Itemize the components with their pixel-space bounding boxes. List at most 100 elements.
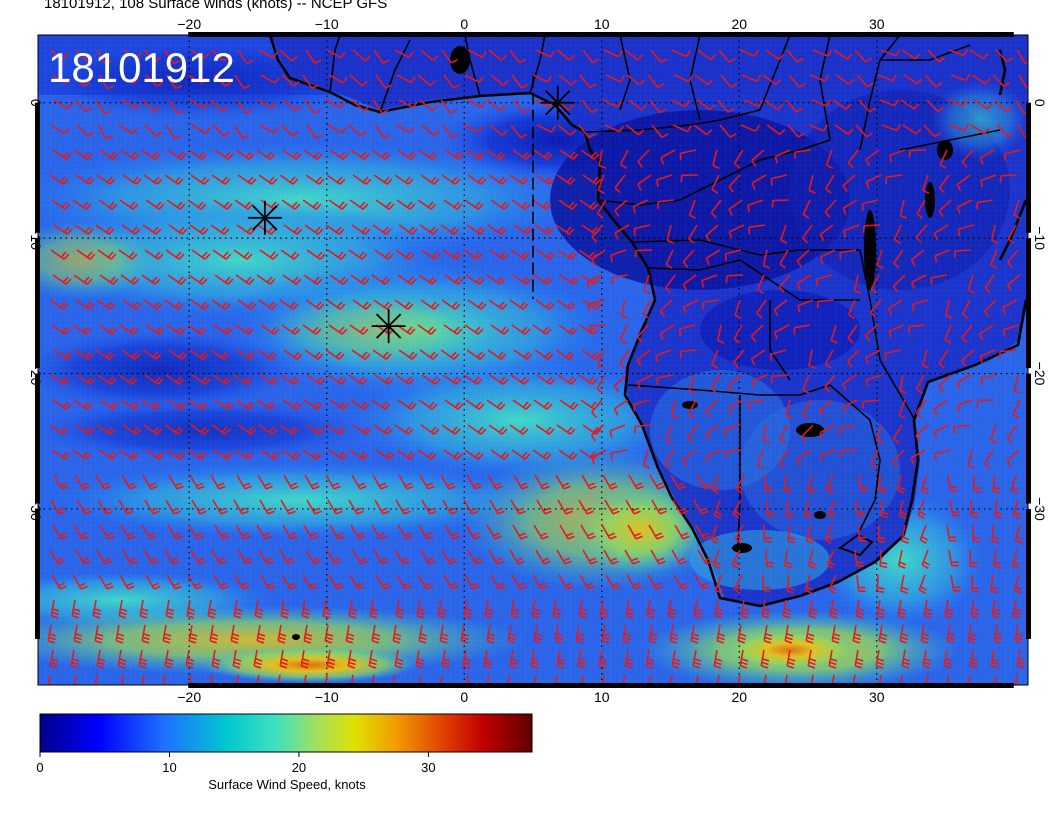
wind-barb <box>1013 374 1021 394</box>
wind-barb <box>373 49 390 64</box>
lon-tick-label-bottom: 0 <box>460 689 468 705</box>
wind-barb <box>878 474 887 494</box>
wind-barb <box>486 624 496 644</box>
wind-barb <box>235 149 255 160</box>
wind-barb <box>143 299 163 310</box>
storm-marker <box>247 200 282 235</box>
wind-barb <box>870 449 879 469</box>
wind-barb <box>625 599 635 619</box>
wind-barb <box>1014 524 1024 545</box>
wind-barb <box>870 299 882 319</box>
wind-barb <box>283 474 299 490</box>
wind-barb <box>808 174 816 194</box>
wind-barb <box>911 299 929 312</box>
wind-barb <box>352 549 368 565</box>
wind-barb <box>349 449 369 460</box>
wind-barb <box>927 49 946 63</box>
wind-barb <box>191 374 211 385</box>
wind-barb <box>760 649 770 669</box>
wind-barb <box>488 49 508 61</box>
wind-barb <box>690 624 700 644</box>
wind-barb <box>418 624 428 644</box>
wind-barb <box>796 449 811 466</box>
map-title: 18101912, 108 Surface winds (knots) -- N… <box>44 0 388 12</box>
wind-barb <box>534 474 550 490</box>
bottom-frame-bar <box>325 683 464 688</box>
wind-barb <box>303 399 323 410</box>
wind-barb <box>420 424 440 435</box>
wind-barb <box>915 424 929 442</box>
wind-barb <box>52 524 68 540</box>
wind-barb <box>440 349 460 360</box>
wind-barb <box>371 274 391 285</box>
wind-barb <box>417 199 437 210</box>
wind-barb <box>490 74 510 86</box>
wind-barb <box>671 49 692 58</box>
wind-barb <box>946 624 956 644</box>
bottom-frame-bar <box>463 683 602 688</box>
wind-barb <box>348 374 368 385</box>
wind-barb <box>741 74 762 82</box>
wind-barb <box>801 224 813 244</box>
wind-barb <box>99 524 115 540</box>
wind-barb <box>210 224 230 235</box>
wind-barb <box>536 499 552 515</box>
lon-tick-label-top: 0 <box>460 16 468 32</box>
wind-barb <box>750 349 766 366</box>
wind-barb <box>643 274 651 295</box>
wind-barb <box>556 174 576 185</box>
left-frame-bar <box>35 373 40 504</box>
wind-barb <box>839 249 857 260</box>
wind-barb <box>970 124 990 135</box>
wind-barb <box>47 624 57 644</box>
wind-barb <box>283 224 303 235</box>
wind-barb <box>236 99 253 115</box>
wind-barb <box>1007 249 1019 269</box>
wind-barb <box>467 299 487 310</box>
wind-barb <box>973 474 982 493</box>
wind-barb <box>819 224 834 242</box>
wind-barb <box>372 224 392 235</box>
wind-barb <box>989 424 998 445</box>
wind-barb <box>394 49 414 59</box>
wind-barb <box>628 99 648 111</box>
wind-barb <box>717 99 735 113</box>
wind-barb <box>694 74 714 86</box>
wind-barb <box>671 549 687 565</box>
wind-barb <box>74 99 93 113</box>
wind-barb <box>351 474 367 490</box>
wind-barb <box>984 274 995 294</box>
wind-barb <box>119 574 135 590</box>
wind-barb <box>778 449 790 469</box>
wind-barb <box>598 649 608 669</box>
wind-barb <box>627 524 643 540</box>
wind-barb <box>398 224 418 235</box>
wind-barb <box>794 149 812 159</box>
wind-barb <box>728 199 743 216</box>
wind-barb <box>826 549 836 570</box>
wind-barb <box>557 374 577 385</box>
wind-barb <box>898 499 908 519</box>
lakes-islands <box>292 46 953 640</box>
wind-barb <box>611 274 629 285</box>
wind-barb <box>578 599 588 619</box>
wind-barb <box>144 499 160 515</box>
wind-barb <box>166 74 183 90</box>
wind-barb <box>49 549 65 565</box>
wind-barb <box>819 249 836 264</box>
wind-barb <box>325 99 345 109</box>
wind-barb <box>187 574 203 590</box>
wind-barb <box>512 149 532 160</box>
wind-barb <box>234 574 250 590</box>
wind-barb <box>188 524 204 540</box>
wind-barb <box>633 224 651 236</box>
wind-barb <box>534 349 554 360</box>
wind-barb <box>442 124 459 139</box>
wind-barb <box>396 199 416 210</box>
wind-barb <box>710 374 721 394</box>
wind-barb <box>788 74 806 88</box>
wind-barb <box>967 449 975 469</box>
wind-barb <box>444 274 464 285</box>
wind-barb <box>279 174 299 185</box>
wind-barb <box>824 374 836 394</box>
